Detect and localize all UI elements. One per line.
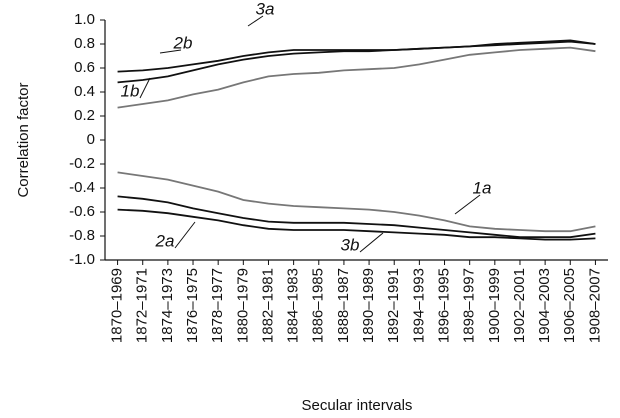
series-label: 2b: [173, 33, 193, 52]
series-line: [117, 208, 596, 241]
x-tick-label: 1882–1981: [259, 268, 276, 343]
y-tick-label: -0.6: [69, 203, 95, 220]
y-tick-label: -0.4: [69, 179, 95, 196]
x-axis-title: Secular intervals: [302, 397, 413, 414]
y-tick-label: 0.6: [74, 59, 95, 76]
series-line: [117, 40, 596, 73]
x-tick-label: 1908–2007: [586, 268, 603, 343]
x-tick-label: 1904–2003: [536, 268, 553, 343]
series-line: [117, 171, 596, 233]
y-tick-label: -0.2: [69, 155, 95, 172]
label-leader: [174, 221, 196, 249]
series-label: 2a: [155, 231, 175, 250]
x-tick-label: 1906–2005: [561, 268, 578, 343]
y-tick-label: -1.0: [69, 251, 95, 268]
series-label: 3a: [256, 0, 275, 18]
y-tick-label: 0.2: [74, 107, 95, 124]
series-line: [117, 39, 596, 84]
label-leader: [159, 49, 182, 54]
y-tick-label: 1.0: [74, 11, 95, 28]
x-tick-label: 1902–2001: [511, 268, 528, 343]
x-tick-label: 1896–1995: [435, 268, 452, 343]
x-tick-label: 1886–1985: [310, 268, 327, 343]
label-leader: [359, 232, 384, 253]
series-line: [117, 195, 596, 239]
x-tick-label: 1892–1991: [385, 268, 402, 343]
y-axis-title: Correlation factor: [15, 82, 32, 197]
series-label: 1b: [121, 81, 140, 100]
y-tick-label: 0: [87, 131, 95, 148]
y-tick-label: 0.8: [74, 35, 95, 52]
x-tick-label: 1890–1989: [360, 268, 377, 343]
x-tick-label: 1880–1979: [234, 268, 251, 343]
y-tick-label: 0.4: [74, 83, 95, 100]
label-leader: [247, 15, 264, 27]
x-tick-label: 1876–1975: [184, 268, 201, 343]
label-leader: [139, 77, 151, 99]
x-tick-label: 1888–1987: [335, 268, 352, 343]
y-tick-label: -0.8: [69, 227, 95, 244]
x-tick-label: 1884–1983: [285, 268, 302, 343]
x-tick-label: 1878–1977: [209, 268, 226, 343]
x-tick-label: 1900–1999: [486, 268, 503, 343]
label-leader: [454, 194, 481, 215]
x-tick-label: 1870–1969: [109, 268, 126, 343]
series-label: 1a: [473, 178, 492, 197]
series-label: 3b: [341, 235, 360, 254]
series-line: [117, 46, 596, 109]
x-tick-label: 1894–1993: [410, 268, 427, 343]
x-tick-label: 1872–1971: [134, 268, 151, 343]
x-tick-label: 1898–1997: [461, 268, 478, 343]
x-tick-label: 1874–1973: [159, 268, 176, 343]
